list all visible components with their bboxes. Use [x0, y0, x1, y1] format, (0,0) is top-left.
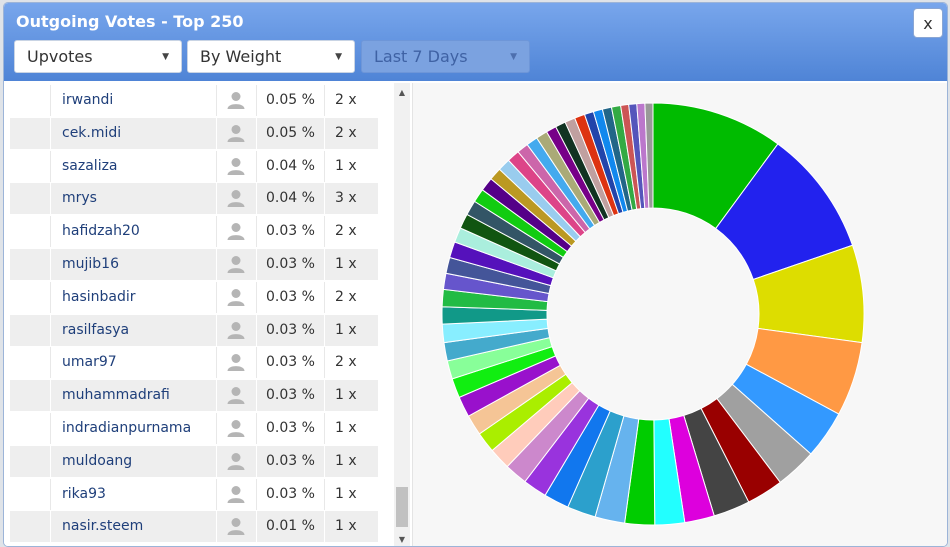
outgoing-votes-dialog: Outgoing Votes - Top 250 x Upvotes ▼ By … [3, 2, 948, 547]
voter-name-link[interactable]: indradianpurnama [62, 420, 192, 436]
list-scrollbar[interactable]: ▲ ▼ [394, 83, 410, 546]
user-avatar-icon[interactable] [226, 188, 246, 208]
vote-percent: 0.03 % [266, 485, 315, 502]
voter-name-link[interactable]: rasilfasya [62, 321, 130, 338]
user-avatar-icon[interactable] [226, 287, 246, 307]
vote-count: 1 x [335, 518, 357, 535]
user-avatar-icon[interactable] [226, 451, 246, 471]
vote-percent: 0.05 % [266, 124, 315, 141]
vote-count: 3 x [335, 190, 357, 207]
vote-count: 2 x [335, 288, 357, 305]
voter-name-link[interactable]: muhammadrafi [62, 387, 170, 404]
table-row[interactable]: muldoang 0.03 % 1 x [10, 445, 378, 477]
voter-name-link[interactable]: cek.midi [62, 124, 122, 141]
user-avatar-icon[interactable] [226, 90, 246, 110]
dialog-title: Outgoing Votes - Top 250 [16, 12, 244, 31]
vote-count: 1 x [335, 157, 357, 174]
vote-count: 1 x [335, 387, 357, 404]
dialog-titlebar[interactable]: Outgoing Votes - Top 250 x Upvotes ▼ By … [4, 3, 947, 81]
sort-by-value: By Weight [200, 47, 282, 66]
user-avatar-icon[interactable] [226, 254, 246, 274]
user-avatar-icon[interactable] [226, 320, 246, 340]
voter-name-link[interactable]: rika93 [62, 485, 106, 502]
voter-name-link[interactable]: mujib16 [62, 256, 119, 272]
vote-type-value: Upvotes [27, 47, 93, 66]
voter-name-link[interactable]: hasinbadir [62, 288, 136, 305]
voter-name-link[interactable]: muldoang [62, 452, 133, 469]
donut-chart-pane [412, 83, 947, 546]
user-avatar-icon[interactable] [226, 484, 246, 504]
vote-percent: 0.03 % [266, 420, 315, 436]
vote-count: 1 x [335, 256, 357, 272]
vote-count: 2 x [335, 124, 357, 141]
user-avatar-icon[interactable] [226, 516, 246, 536]
vote-percent: 0.03 % [266, 354, 315, 371]
table-row[interactable]: cek.midi 0.05 % 2 x [10, 117, 378, 149]
vote-count: 1 x [335, 452, 357, 469]
vote-count: 2 x [335, 92, 357, 108]
chevron-down-icon: ▼ [510, 51, 517, 62]
vote-percent: 0.03 % [266, 452, 315, 469]
voter-name-link[interactable]: sazaliza [62, 157, 118, 174]
user-avatar-icon[interactable] [226, 385, 246, 405]
vote-count: 2 x [335, 354, 357, 371]
voter-name-link[interactable]: irwandi [62, 92, 114, 108]
donut-slice-51[interactable] [644, 102, 654, 209]
user-avatar-icon[interactable] [226, 418, 246, 438]
table-row[interactable]: sazaliza 0.04 % 1 x [10, 150, 378, 182]
scroll-down-arrow-icon[interactable]: ▼ [398, 534, 406, 544]
donut-chart [441, 102, 865, 526]
user-avatar-icon[interactable] [226, 221, 246, 241]
vote-percent: 0.04 % [266, 157, 315, 174]
table-row[interactable]: rasilfasya 0.03 % 1 x [10, 314, 378, 346]
voter-name-link[interactable]: mrys [62, 190, 97, 207]
vote-percent: 0.04 % [266, 190, 315, 207]
voter-name-link[interactable]: umar97 [62, 354, 117, 371]
table-row[interactable]: hasinbadir 0.03 % 2 x [10, 281, 378, 313]
chevron-down-icon: ▼ [162, 51, 169, 62]
period-select: Last 7 Days ▼ [361, 40, 530, 73]
vote-count: 1 x [335, 321, 357, 338]
table-row[interactable]: muhammadrafi 0.03 % 1 x [10, 380, 378, 412]
vote-percent: 0.03 % [266, 256, 315, 272]
user-avatar-icon[interactable] [226, 123, 246, 143]
user-avatar-icon[interactable] [226, 352, 246, 372]
vote-percent: 0.05 % [266, 92, 315, 108]
vote-percent: 0.01 % [266, 518, 315, 535]
vote-percent: 0.03 % [266, 288, 315, 305]
scroll-up-arrow-icon[interactable]: ▲ [398, 87, 406, 97]
chevron-down-icon: ▼ [335, 51, 342, 62]
close-button[interactable]: x [913, 8, 943, 38]
sort-by-select[interactable]: By Weight ▼ [187, 40, 355, 73]
vote-percent: 0.03 % [266, 223, 315, 240]
vote-type-select[interactable]: Upvotes ▼ [14, 40, 182, 73]
table-row[interactable]: umar97 0.03 % 2 x [10, 347, 378, 379]
table-row[interactable]: mrys 0.04 % 3 x [10, 183, 378, 215]
table-row[interactable]: rika93 0.03 % 1 x [10, 478, 378, 510]
table-row[interactable]: nasir.steem 0.01 % 1 x [10, 511, 378, 543]
table-row[interactable]: irwandi 0.05 % 2 x [10, 85, 378, 116]
vote-percent: 0.03 % [266, 321, 315, 338]
vote-percent: 0.03 % [266, 387, 315, 404]
voter-name-link[interactable]: hafidzah20 [62, 223, 140, 240]
vote-count: 2 x [335, 223, 357, 240]
table-row[interactable]: hafidzah20 0.03 % 2 x [10, 216, 378, 248]
vote-count: 1 x [335, 485, 357, 502]
user-avatar-icon[interactable] [226, 156, 246, 176]
voter-list[interactable]: irwandi 0.05 % 2 x cek.midi 0.05 % 2 x sazaliz… [4, 83, 410, 546]
vote-count: 1 x [335, 420, 357, 436]
voter-name-link[interactable]: nasir.steem [62, 518, 144, 535]
scroll-thumb[interactable] [396, 487, 408, 527]
table-row[interactable]: mujib16 0.03 % 1 x [10, 249, 378, 280]
table-row[interactable]: indradianpurnama 0.03 % 1 x [10, 413, 378, 444]
period-value: Last 7 Days [374, 47, 468, 66]
